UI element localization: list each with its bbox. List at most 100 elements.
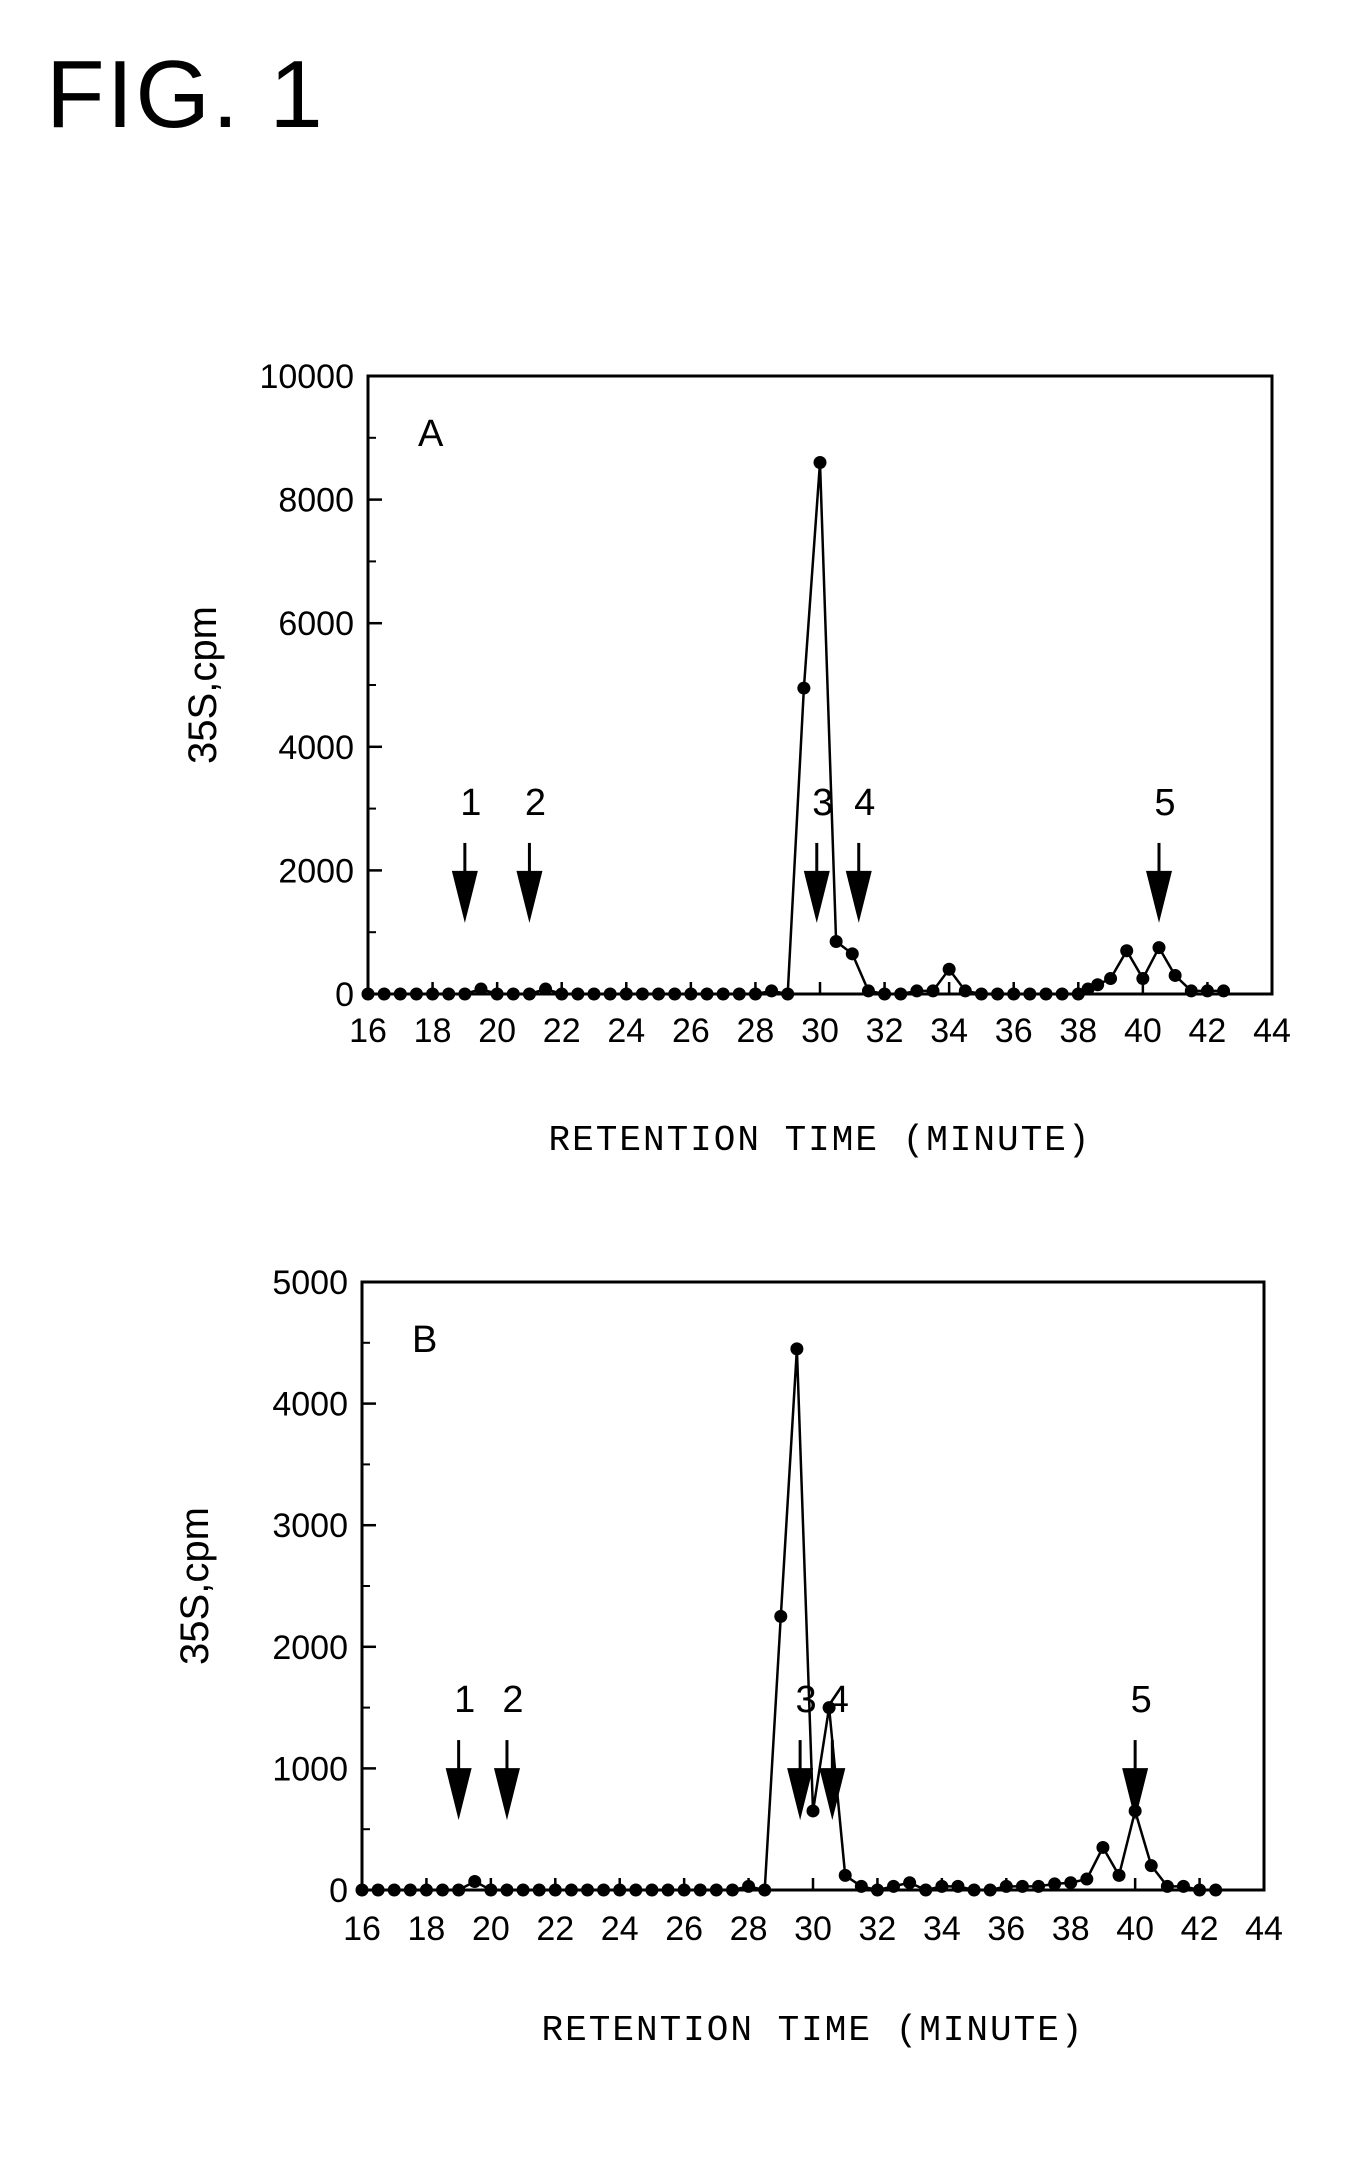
data-point [870, 1883, 884, 1897]
x-tick-label: 40 [1124, 1012, 1162, 1050]
data-point [484, 1883, 498, 1897]
data-point [1071, 987, 1085, 1001]
y-tick-label: 1000 [272, 1750, 348, 1788]
data-point [635, 987, 649, 1001]
x-tick-label: 22 [543, 1012, 581, 1050]
data-point [806, 1804, 820, 1818]
data-point [838, 1868, 852, 1882]
data-point [1136, 972, 1150, 986]
x-tick-label: 16 [349, 1012, 387, 1050]
data-point [1168, 968, 1182, 982]
data-point [355, 1883, 369, 1897]
data-point [1015, 1879, 1029, 1893]
data-point [725, 1883, 739, 1897]
data-point [1081, 982, 1095, 996]
arrow-head [1146, 870, 1172, 923]
data-point [436, 1883, 450, 1897]
data-point [1091, 978, 1105, 992]
data-point [765, 984, 779, 998]
y-tick-label: 4000 [278, 729, 354, 767]
x-tick-label: 42 [1181, 1910, 1219, 1948]
y-tick-label: 0 [335, 976, 354, 1014]
panel-label: A [418, 413, 444, 455]
y-tick-label: 2000 [272, 1629, 348, 1667]
data-point [716, 987, 730, 1001]
data-point [532, 1883, 546, 1897]
x-axis-title: RETENTION TIME (MINUTE) [549, 1120, 1092, 1161]
data-point [732, 987, 746, 1001]
arrow-label-4: 4 [828, 1679, 849, 1721]
figure-title: FIG. 1 [46, 41, 325, 148]
arrow-label-5: 5 [1131, 1679, 1152, 1721]
data-point [645, 1883, 659, 1897]
data-point [813, 456, 827, 470]
data-point [603, 987, 617, 1001]
data-point [861, 984, 875, 998]
data-point [393, 987, 407, 1001]
y-tick-label: 6000 [278, 605, 354, 643]
y-tick-label: 8000 [278, 482, 354, 520]
data-point [758, 1883, 772, 1897]
arrow-head [1122, 1768, 1149, 1821]
x-tick-label: 34 [930, 1012, 968, 1050]
arrow-head [445, 1768, 472, 1821]
data-point [522, 987, 536, 1001]
data-point [693, 1883, 707, 1897]
data-point [1096, 1840, 1110, 1854]
x-tick-label: 36 [987, 1910, 1025, 1948]
x-tick-label: 26 [672, 1012, 710, 1050]
data-point [409, 987, 423, 1001]
data-point [403, 1883, 417, 1897]
data-point [684, 987, 698, 1001]
y-tick-label: 10000 [259, 358, 354, 396]
data-point [878, 987, 892, 1001]
data-point [371, 1883, 385, 1897]
data-point [548, 1883, 562, 1897]
x-tick-label: 28 [737, 1012, 775, 1050]
arrow-head [493, 1768, 520, 1821]
data-point [894, 987, 908, 1001]
data-point [452, 1883, 466, 1897]
data-point [1104, 972, 1118, 986]
data-point [1217, 984, 1231, 998]
data-point [919, 1883, 933, 1897]
data-point [1032, 1879, 1045, 1893]
data-point [581, 1883, 594, 1897]
arrow-label-5: 5 [1154, 782, 1175, 824]
series-line [362, 1348, 1216, 1892]
x-tick-label: 44 [1253, 1012, 1291, 1050]
data-point [903, 1876, 917, 1890]
data-point [1160, 1879, 1174, 1893]
data-point [361, 987, 375, 1001]
data-point [1144, 1859, 1158, 1873]
data-point [564, 1883, 578, 1897]
data-point [500, 1883, 514, 1897]
x-tick-label: 22 [536, 1910, 574, 1948]
arrow-head [516, 870, 543, 923]
data-point [748, 987, 762, 1001]
arrow-head [451, 870, 478, 923]
data-point [991, 987, 1005, 1001]
data-point [983, 1883, 997, 1897]
x-tick-label: 16 [343, 1910, 381, 1948]
panel-label: B [412, 1319, 437, 1361]
x-tick-label: 38 [1052, 1910, 1090, 1948]
data-point [1055, 987, 1069, 1001]
x-tick-label: 20 [478, 1012, 516, 1050]
x-tick-label: 32 [859, 1910, 897, 1948]
data-point [822, 1701, 836, 1715]
data-point [967, 1883, 981, 1897]
x-tick-label: 40 [1116, 1910, 1154, 1948]
arrow-label-4: 4 [854, 782, 875, 824]
data-point [668, 987, 682, 1001]
data-point [797, 681, 811, 695]
data-point [426, 987, 440, 1001]
x-tick-label: 34 [923, 1910, 961, 1948]
data-point [652, 987, 666, 1001]
data-point [742, 1879, 756, 1893]
data-point [555, 987, 569, 1001]
x-tick-label: 28 [730, 1910, 768, 1948]
